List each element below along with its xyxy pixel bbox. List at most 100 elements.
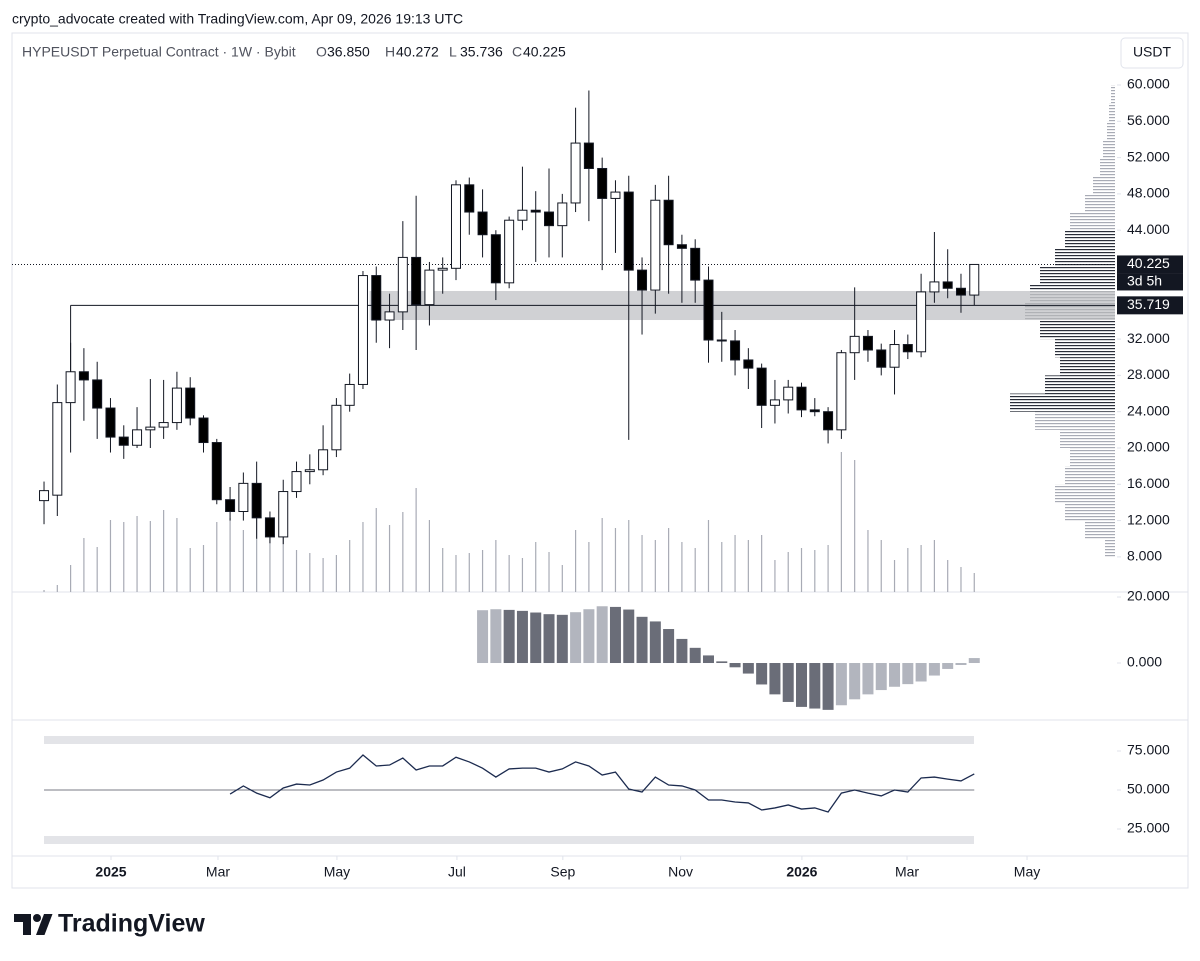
rsi-line [229, 754, 975, 813]
candle-body [238, 482, 249, 513]
candle-body [185, 387, 196, 419]
x-tick-label: Nov [668, 864, 693, 880]
level-label: 35.719 [1127, 296, 1170, 312]
candle-body [517, 209, 528, 221]
macd-bar [756, 663, 768, 685]
macd-bar [742, 663, 754, 674]
candle-body [52, 402, 63, 496]
volume-profile-bar [1055, 484, 1115, 503]
volume-profile-bar [1070, 447, 1115, 467]
currency-button[interactable] [1120, 37, 1184, 69]
macd-bar [663, 629, 675, 664]
volume-profile-bar [1103, 139, 1115, 158]
candle-body [783, 386, 794, 401]
candle-body [809, 409, 820, 413]
candle-body [477, 211, 488, 236]
countdown-label: 3d 5h [1127, 273, 1162, 289]
candle-body [570, 142, 581, 204]
y-tick-label: 32.000 [1127, 330, 1170, 346]
volume-profile-bar [1065, 230, 1115, 249]
candle-body [251, 482, 262, 519]
y-tick-label: 0.000 [1127, 654, 1162, 670]
volume-profile-bar [1055, 339, 1115, 358]
candle-body [198, 417, 209, 444]
brand-name: TradingView [58, 910, 205, 938]
candle-body [769, 399, 780, 406]
currency-label[interactable]: USDT [1133, 44, 1172, 60]
volume-profile-bar [1040, 320, 1115, 340]
ohlc-key: C [512, 44, 522, 60]
candle-body [105, 407, 116, 438]
y-tick-label: 75.000 [1127, 742, 1170, 758]
macd-bar [809, 663, 821, 709]
x-tick-label: May [324, 864, 350, 880]
macd-bar [516, 610, 528, 664]
candle-body [171, 387, 182, 424]
macd-bar [636, 616, 648, 664]
macd-bar [609, 606, 621, 664]
candle-body [530, 209, 541, 213]
candle-body [703, 279, 714, 341]
macd-bar [702, 655, 714, 664]
candle-body [264, 517, 275, 538]
volume-profile-bar [1060, 429, 1115, 448]
ohlc-value: 40.225 [523, 44, 566, 60]
macd-bar [889, 663, 901, 687]
candle-body [278, 491, 289, 538]
ohlc-key: L [449, 44, 457, 60]
volume-profile-bar [1065, 502, 1115, 521]
candle-body [650, 199, 661, 291]
macd-bar [782, 663, 794, 702]
volume-profile-bar [1010, 393, 1115, 412]
macd-bar [796, 663, 808, 707]
x-tick-label: Jul [448, 864, 466, 880]
candle-body [78, 371, 89, 381]
candle-body [371, 275, 382, 321]
candle-body [145, 426, 156, 431]
macd-bar [769, 663, 781, 695]
y-tick-label: 52.000 [1127, 148, 1170, 164]
y-tick-label: 24.000 [1127, 402, 1170, 418]
y-tick-label: 28.000 [1127, 366, 1170, 382]
y-tick-label: 44.000 [1127, 221, 1170, 237]
candle-body [663, 199, 674, 246]
candle-body [464, 184, 475, 213]
candle-body [344, 383, 355, 406]
candle-body [424, 269, 435, 306]
ohlc-value: 40.272 [396, 44, 439, 60]
attribution: crypto_advocate created with TradingView… [12, 11, 463, 27]
volume-profile-bar [1100, 157, 1115, 176]
candle-body [716, 339, 727, 342]
brand-logo [14, 914, 53, 935]
candle-body [849, 335, 860, 354]
macd-bar [822, 663, 834, 710]
y-tick-label: 25.000 [1127, 820, 1170, 836]
last-price-box [1117, 255, 1183, 274]
volume-profile-bar [1105, 538, 1115, 557]
volume-profile-bar [1060, 357, 1115, 376]
volume-profile-bar [1055, 248, 1115, 267]
x-tick-label: 2026 [786, 864, 817, 880]
y-tick-label: 56.000 [1127, 112, 1170, 128]
ohlc-value: 36.850 [327, 44, 370, 60]
y-tick-label: 12.000 [1127, 511, 1170, 527]
volume-profile-bar [1093, 175, 1115, 194]
ohlc-key: O [316, 44, 327, 60]
rsi-band [44, 736, 974, 744]
macd-bar [556, 614, 568, 664]
candle-body [65, 371, 76, 404]
chart-frame [11, 32, 1189, 889]
candle-body [132, 429, 143, 446]
macd-bar [477, 610, 489, 664]
candle-body [504, 219, 515, 284]
candle-body [955, 287, 966, 296]
candle-body [118, 436, 129, 446]
candle-body [291, 471, 302, 493]
candle-body [796, 386, 807, 411]
macd-bar [490, 609, 502, 664]
candle-body [490, 234, 501, 284]
macd-bar [596, 606, 608, 664]
macd-bar [623, 609, 635, 664]
candle-body [743, 359, 754, 369]
